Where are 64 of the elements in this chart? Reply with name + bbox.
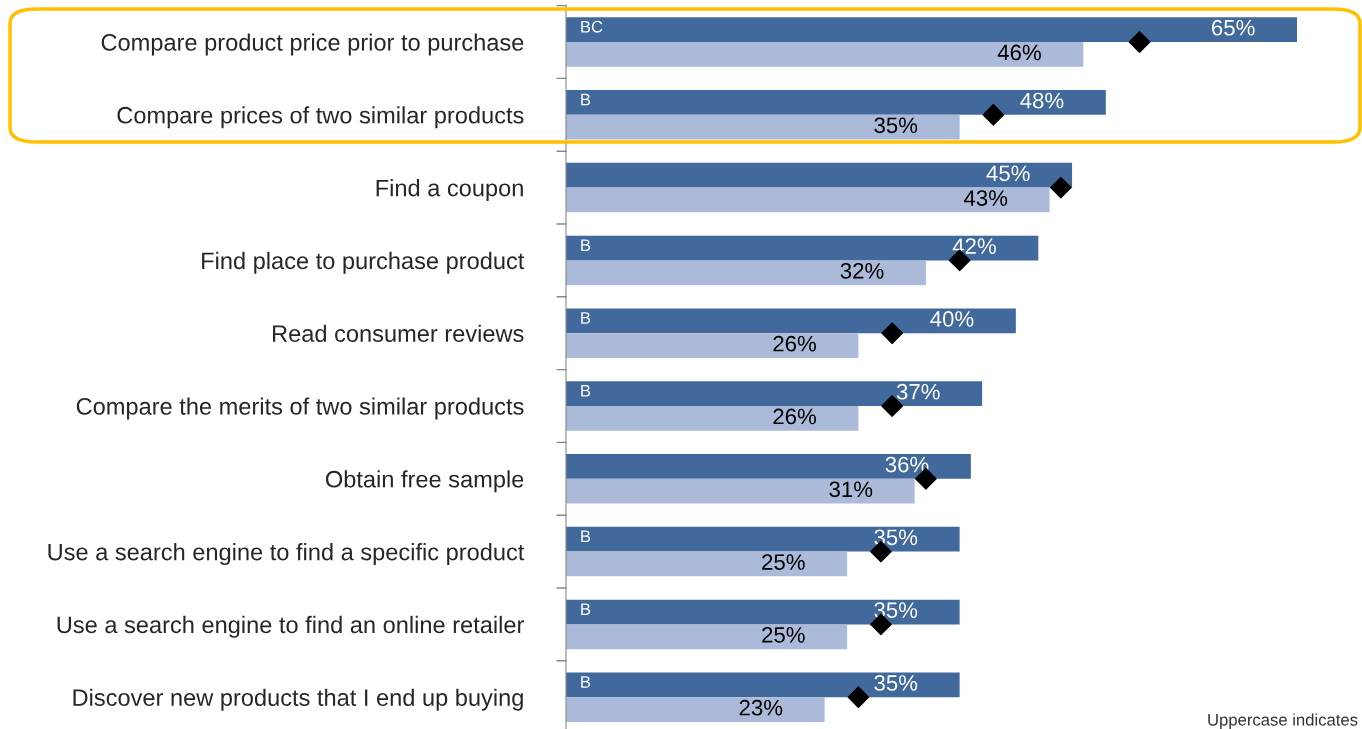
bar (566, 42, 1084, 67)
y-tick-label: Obtain free sample (325, 470, 524, 493)
y-tick-label: Find a coupon (376, 179, 523, 202)
bar (566, 599, 960, 625)
annotation: Uppercase indicates (1208, 713, 1358, 729)
annotation: B (581, 239, 591, 251)
data-label: 23% (739, 699, 783, 716)
bar (566, 162, 1073, 188)
bar (566, 381, 983, 406)
y-tick-label: Use a search engine to find an online retailer (57, 615, 524, 638)
data-label: 40% (930, 311, 974, 327)
data-label: 48% (1020, 92, 1064, 109)
annotation: B (581, 385, 591, 397)
data-label: 45% (986, 165, 1030, 182)
y-tick-label: Compare prices of two similar products (117, 106, 524, 129)
bar (566, 235, 1039, 261)
bar (566, 114, 960, 140)
data-label: 25% (762, 554, 805, 570)
bar (566, 526, 960, 552)
annotation: B (581, 676, 591, 688)
data-label: 32% (840, 263, 884, 279)
point (1128, 31, 1151, 53)
bar (566, 672, 960, 698)
y-tick-label: Compare product price prior to purchase (101, 33, 524, 56)
y-tick-label: Read consumer reviews (273, 324, 524, 342)
data-label: 26% (773, 335, 816, 352)
annotation: B (581, 530, 591, 543)
bar (566, 333, 859, 358)
point (1049, 176, 1072, 199)
annotation: B (581, 312, 591, 324)
bar (566, 624, 848, 650)
point (881, 322, 904, 345)
data-label: 65% (1212, 19, 1255, 36)
data-label: 46% (997, 44, 1041, 61)
bar (566, 308, 1016, 334)
data-label: 35% (874, 675, 918, 691)
data-label: 26% (773, 408, 816, 425)
bar (566, 697, 825, 722)
data-label: 35% (874, 529, 918, 546)
data-label: 37% (896, 383, 940, 400)
bar (566, 454, 971, 479)
bar (566, 90, 1106, 115)
data-label: 36% (885, 456, 929, 473)
data-label: 43% (963, 190, 1008, 206)
y-tick-label: Discover new products that I end up buying (73, 688, 523, 711)
bar (566, 187, 1050, 213)
y-tick-label: Compare the merits of two similar products (76, 397, 524, 420)
bar (566, 551, 848, 577)
bar (566, 406, 859, 431)
annotation: B (581, 603, 591, 615)
annotation: BC (581, 20, 603, 33)
bar (566, 17, 1297, 42)
data-label: 35% (874, 602, 918, 618)
point (982, 103, 1005, 126)
y-tick-label: Find place to purchase product (202, 251, 525, 274)
bar (566, 260, 926, 286)
data-label: 35% (874, 117, 918, 134)
point (847, 686, 870, 709)
data-label: 25% (762, 627, 805, 643)
data-label: 31% (829, 481, 873, 498)
data-label: 42% (952, 238, 996, 254)
annotation: B (581, 93, 591, 106)
bar (566, 478, 915, 504)
y-tick-label: Use a search engine to find a specific product (48, 543, 525, 566)
